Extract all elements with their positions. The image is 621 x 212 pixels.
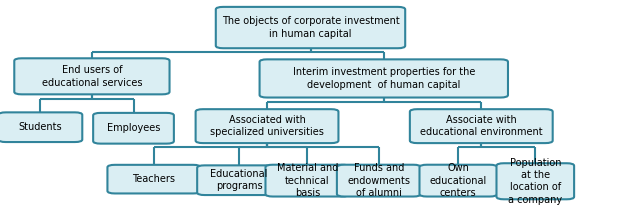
Text: Population
at the
location of
a company: Population at the location of a company: [508, 158, 563, 205]
FancyBboxPatch shape: [14, 58, 170, 94]
FancyBboxPatch shape: [260, 59, 508, 98]
Text: Own
educational
centers: Own educational centers: [430, 163, 487, 198]
FancyBboxPatch shape: [197, 165, 281, 195]
FancyBboxPatch shape: [497, 163, 574, 199]
FancyBboxPatch shape: [410, 109, 553, 143]
FancyBboxPatch shape: [420, 165, 497, 197]
Text: Associate with
educational environment: Associate with educational environment: [420, 115, 543, 137]
Text: The objects of corporate investment
in human capital: The objects of corporate investment in h…: [222, 16, 399, 39]
Text: Associated with
specialized universities: Associated with specialized universities: [210, 115, 324, 137]
FancyBboxPatch shape: [337, 165, 421, 197]
FancyBboxPatch shape: [0, 112, 82, 142]
FancyBboxPatch shape: [196, 109, 338, 143]
Text: Students: Students: [19, 122, 62, 132]
FancyBboxPatch shape: [216, 7, 406, 48]
FancyBboxPatch shape: [266, 165, 349, 197]
Text: Educational
programs: Educational programs: [211, 169, 268, 191]
Text: Teachers: Teachers: [132, 174, 176, 184]
FancyBboxPatch shape: [93, 113, 174, 144]
Text: Material and
technical
basis: Material and technical basis: [277, 163, 338, 198]
FancyBboxPatch shape: [107, 165, 201, 193]
Text: Interim investment properties for the
development  of human capital: Interim investment properties for the de…: [292, 67, 475, 90]
Text: Funds and
endowments
of alumni: Funds and endowments of alumni: [347, 163, 410, 198]
Text: End users of
educational services: End users of educational services: [42, 65, 142, 88]
Text: Employees: Employees: [107, 123, 160, 133]
